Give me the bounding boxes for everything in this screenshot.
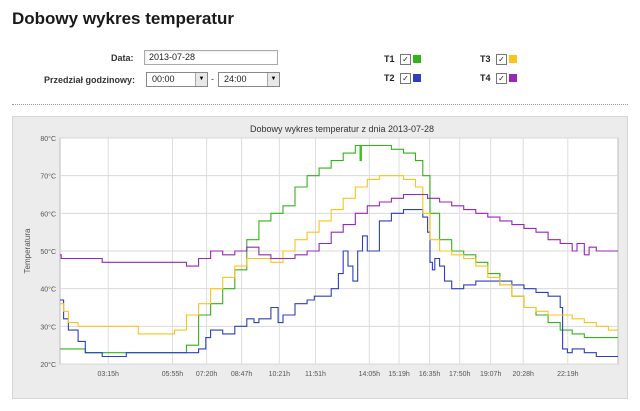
date-label: Data:	[111, 53, 134, 63]
y-tick-label: 20°C	[40, 361, 56, 369]
color-swatch-t2	[413, 74, 421, 82]
color-swatch-t4	[509, 74, 517, 82]
y-tick-label: 40°C	[40, 286, 56, 294]
temperature-chart: 20°C 30°C 40°C 50°C 60°C 70°C 80°C 03:15h 05:55h…	[23, 124, 619, 378]
x-tick-label: 07:20h	[196, 371, 218, 378]
chevron-down-icon[interactable]: ▼	[195, 73, 207, 86]
y-tick-label: 30°C	[40, 323, 56, 331]
checkbox-t4[interactable]: ✓	[496, 73, 507, 84]
series-line-t4	[60, 193, 618, 267]
y-tick-label: 70°C	[40, 173, 56, 181]
x-tick-label: 19:07h	[480, 371, 502, 378]
time-from-value: 00:00	[152, 74, 175, 84]
section-divider	[12, 104, 628, 105]
y-tick-label: 80°C	[40, 135, 56, 143]
series-label-t2: T2	[384, 73, 395, 83]
series-label-t1: T1	[384, 54, 395, 64]
checkbox-t2[interactable]: ✓	[400, 73, 411, 84]
series-label-t3: T3	[480, 54, 491, 64]
grid-lines	[60, 137, 618, 365]
x-tick-label: 17:50h	[449, 371, 471, 378]
checkbox-t1[interactable]: ✓	[400, 54, 411, 65]
x-tick-label: 15:19h	[388, 371, 410, 378]
y-tick-label: 50°C	[40, 248, 56, 256]
x-tick-label: 16:35h	[419, 371, 441, 378]
color-swatch-t3	[509, 55, 517, 63]
color-swatch-t1	[413, 55, 421, 63]
x-tick-label: 08:47h	[231, 371, 253, 378]
chart-title: Dobowy wykres temperatur z dnia 2013-07-…	[250, 124, 434, 134]
x-tick-label: 03:15h	[97, 371, 119, 378]
series-line-t3	[60, 175, 618, 335]
x-tick-label: 10:21h	[269, 371, 291, 378]
time-to-select[interactable]: 24:00 ▼	[218, 72, 280, 87]
series-lines	[60, 144, 618, 358]
axis-labels: 20°C 30°C 40°C 50°C 60°C 70°C 80°C 03:15h 05:55h…	[40, 135, 578, 378]
y-tick-label: 60°C	[40, 210, 56, 218]
y-axis-label: Temperatura	[23, 228, 32, 273]
x-tick-label: 05:55h	[162, 371, 184, 378]
checkbox-t3[interactable]: ✓	[496, 54, 507, 65]
x-tick-label: 20:28h	[512, 371, 534, 378]
time-to-value: 24:00	[224, 74, 247, 84]
date-input[interactable]: 2013-07-28	[144, 50, 278, 65]
x-tick-label: 11:51h	[305, 371, 326, 378]
time-range-separator: -	[211, 74, 214, 84]
x-tick-label: 22:19h	[557, 371, 579, 378]
series-line-t2	[60, 209, 618, 358]
time-from-select[interactable]: 00:00 ▼	[146, 72, 208, 87]
page-title: Dobowy wykres temperatur	[12, 9, 235, 28]
chevron-down-icon[interactable]: ▼	[267, 73, 279, 86]
time-range-label: Przedział godzinowy:	[44, 75, 136, 85]
x-tick-label: 14:05h	[359, 371, 381, 378]
series-label-t4: T4	[480, 73, 491, 83]
